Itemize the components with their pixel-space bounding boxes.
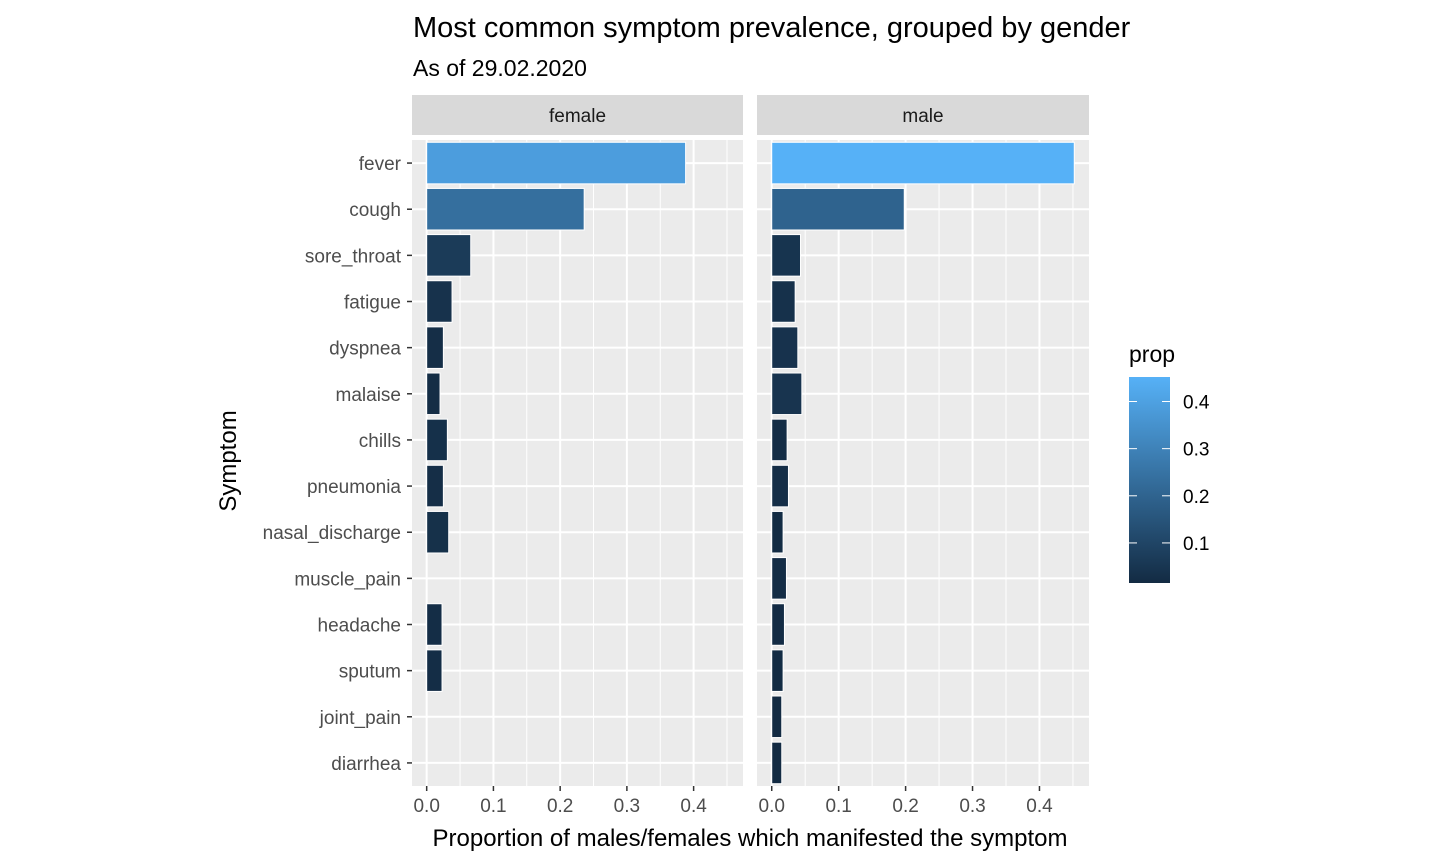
y-tick-label: joint_pain [319, 708, 401, 729]
x-tick-label: 0.4 [1026, 796, 1053, 817]
x-tick-label: 0.2 [892, 796, 918, 817]
facet-strip-label-female: female [549, 106, 606, 127]
bar-female-sore_throat [426, 234, 472, 277]
legend-tick-label: 0.4 [1183, 393, 1210, 414]
y-tick-label: sputum [339, 662, 401, 683]
y-tick-label: cough [349, 200, 401, 221]
y-tick-label: malaise [336, 385, 401, 406]
x-axis-title: Proportion of males/females which manife… [433, 825, 1068, 852]
y-tick-label: fatigue [344, 293, 401, 314]
x-tick-label: 0.4 [680, 796, 707, 817]
facet-male: male 0.0 0.1 0.2 0.3 0.4 [757, 95, 1089, 817]
facet-strip-male [757, 95, 1089, 135]
bar-female-nasal_discharge [426, 510, 450, 554]
y-tick-label: sore_throat [305, 246, 402, 267]
facet-strip-female [412, 95, 743, 135]
y-tick-label: pneumonia [307, 477, 401, 498]
legend-tick-label: 0.2 [1183, 487, 1209, 508]
y-axis-title: Symptom [215, 410, 242, 511]
y-tick-label: chills [359, 431, 401, 452]
legend-title: prop [1129, 341, 1175, 367]
bar-female-pneumonia [426, 464, 444, 508]
bar-female-malaise [426, 372, 441, 416]
bar-male-joint_pain [771, 695, 783, 739]
bar-male-nasal_discharge [771, 510, 784, 554]
bar-female-chills [426, 418, 448, 462]
y-tick-label: diarrhea [331, 754, 401, 775]
chart-subtitle: As of 29.02.2020 [413, 55, 587, 81]
bar-male-muscle_pain [771, 557, 787, 600]
bar-male-diarrhea [771, 741, 783, 785]
x-tick-label: 0.3 [959, 796, 985, 817]
x-tick-label: 0.1 [480, 796, 506, 817]
bar-female-cough [426, 187, 585, 231]
panel-bg-male [757, 140, 1089, 786]
y-tick-label: muscle_pain [294, 569, 401, 590]
bar-female-sputum [426, 649, 443, 692]
bar-female-headache [426, 603, 443, 646]
bar-female-fatigue [426, 280, 453, 323]
x-tick-label: 0.0 [759, 796, 785, 817]
x-tick-label: 0.3 [614, 796, 640, 817]
bar-male-pneumonia [771, 464, 789, 508]
bar-male-fever [771, 141, 1075, 185]
facet-strip-label-male: male [902, 106, 943, 127]
bar-male-malaise [771, 372, 803, 416]
y-tick-label: fever [359, 154, 402, 175]
x-tick-label: 0.2 [547, 796, 573, 817]
bar-male-sputum [771, 649, 784, 692]
facets: female 0.0 0.1 0.2 0.3 0.4 male 0.0 0.1 0.2 0.3 0.4 [412, 95, 1089, 817]
y-tick-label: headache [318, 616, 401, 637]
bar-male-sore_throat [771, 234, 802, 277]
x-tick-label: 0.1 [825, 796, 851, 817]
facet-female: female 0.0 0.1 0.2 0.3 0.4 [412, 95, 743, 817]
chart-title: Most common symptom prevalence, grouped … [413, 12, 1131, 44]
bar-female-dyspnea [426, 326, 444, 369]
legend-tick-label: 0.1 [1183, 534, 1209, 555]
legend-colorbar [1129, 377, 1170, 583]
bar-male-fatigue [771, 280, 796, 323]
bar-male-headache [771, 603, 785, 646]
bar-male-dyspnea [771, 326, 799, 369]
y-tick-label: dyspnea [329, 339, 401, 360]
y-tick-label: nasal_discharge [263, 523, 401, 544]
legend-tick-label: 0.3 [1183, 440, 1209, 461]
bar-female-fever [426, 141, 687, 185]
bar-male-chills [771, 418, 788, 462]
x-tick-label: 0.0 [413, 796, 439, 817]
bar-male-cough [771, 187, 905, 231]
legend: prop 0.1 0.2 0.3 0.4 [1129, 341, 1210, 583]
